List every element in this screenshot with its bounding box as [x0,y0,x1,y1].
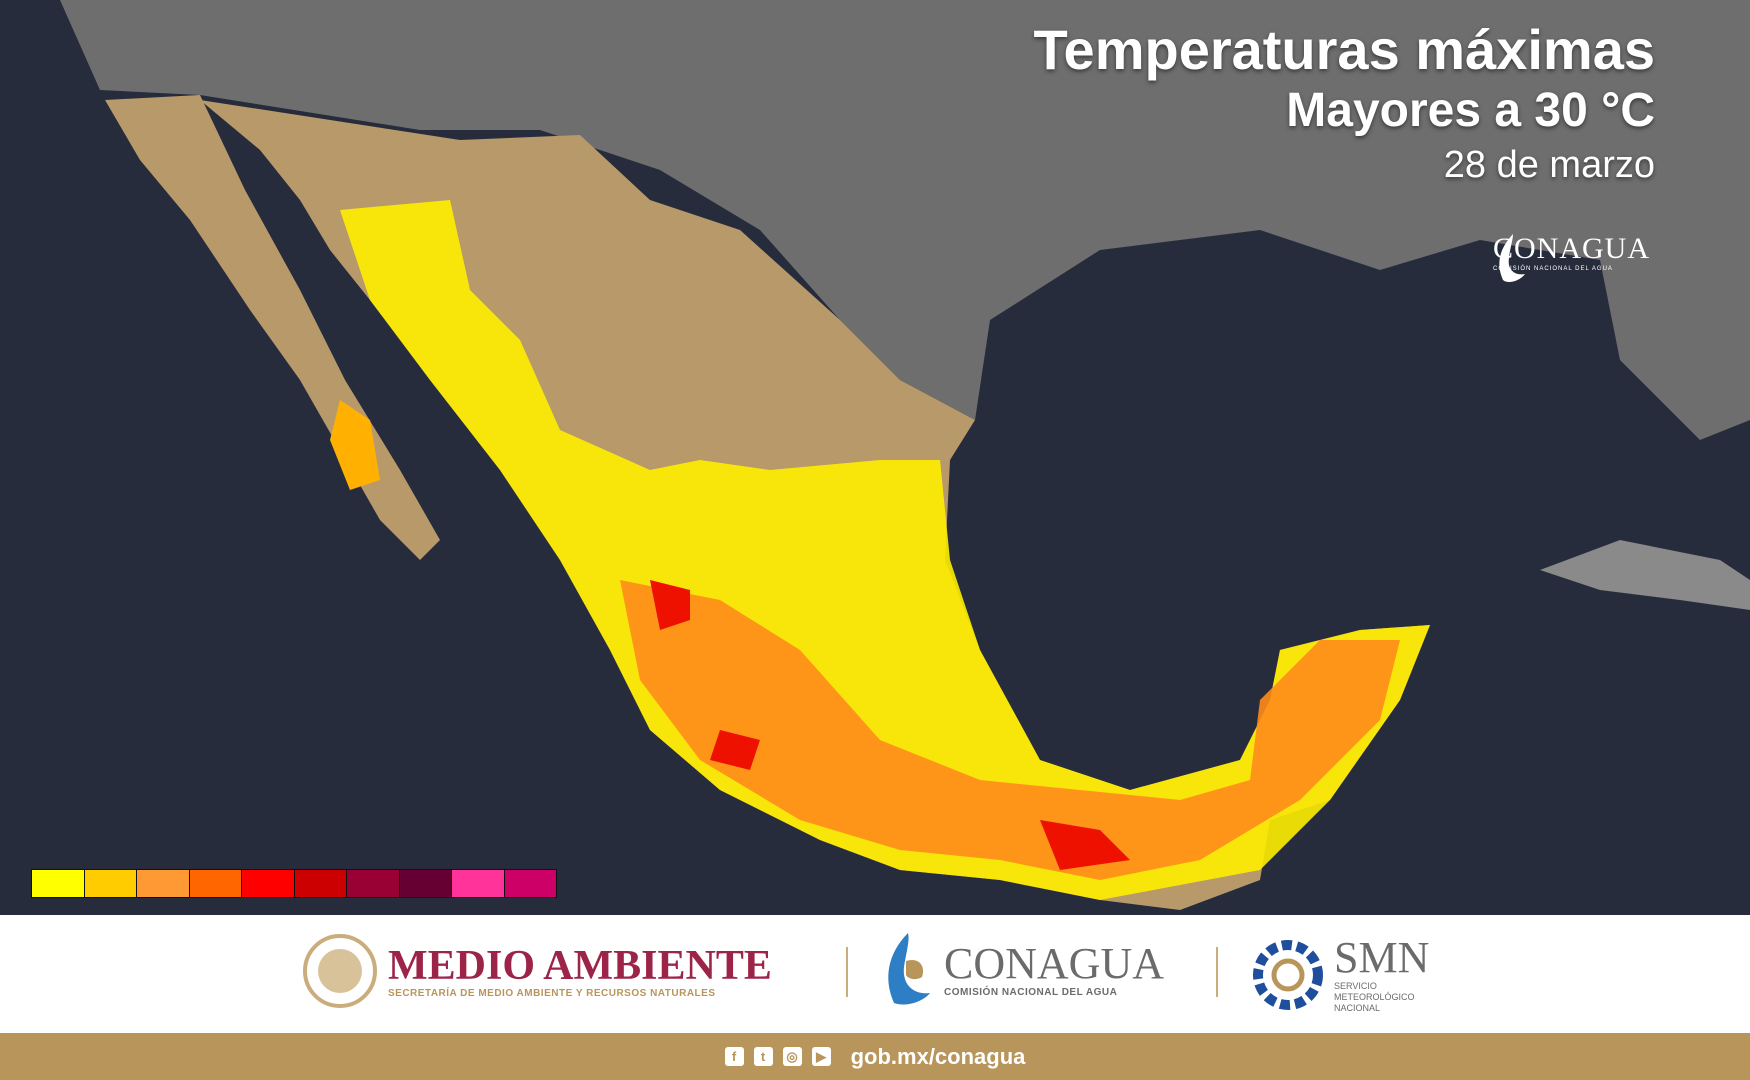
conagua-map-logo-name: CONAGUA [1493,232,1650,265]
footer-logos: MEDIO AMBIENTE SECRETARÍA DE MEDIO AMBIE… [0,915,1750,1033]
legend-swatch-6 [294,870,347,897]
legend-swatch-8 [399,870,452,897]
youtube-icon[interactable]: ▶ [811,1047,831,1066]
divider [1216,947,1218,997]
heat-orange-zone [620,580,1400,880]
legend-swatch-1 [32,870,85,897]
divider [846,947,848,997]
conagua-name: CONAGUA [944,938,1164,988]
footer-bar: f t ◎ ▶ gob.mx/conagua [0,1033,1750,1080]
legend-swatch-5 [242,870,295,897]
legend-swatch-3 [137,870,190,897]
conagua-logo-icon [888,933,930,1005]
map-title: Temperaturas máximas Mayores a 30 °C 28 … [1034,18,1656,190]
legend-swatch-10 [504,870,556,897]
facebook-icon[interactable]: f [724,1047,744,1066]
website-link[interactable]: gob.mx/conagua [850,1043,1026,1069]
conagua-map-logo-subtitle: COMISIÓN NACIONAL DEL AGUA [1493,266,1613,272]
temperature-map: Temperaturas máximas Mayores a 30 °C 28 … [0,0,1750,910]
heat-yellow-zone [340,200,1430,900]
legend-swatch-4 [189,870,242,897]
smn-name: SMN [1334,933,1430,982]
legend-swatch-9 [452,870,505,897]
baja-sur-heat [330,400,380,490]
conagua-logo-icon [1499,234,1525,282]
title-date: 28 de marzo [1443,144,1655,186]
smn-subtitle: SERVICIO METEOROLÓGICO NACIONAL [1334,981,1415,1013]
title-line1: Temperaturas máximas [1033,18,1656,81]
conagua-logo: CONAGUA COMISIÓN NACIONAL DEL AGUA [878,931,1164,1007]
title-line2: Mayores a 30 °C [1286,84,1655,137]
conagua-map-logo: CONAGUA COMISIÓN NACIONAL DEL AGUA [1493,232,1650,282]
smn-logo: SMN SERVICIO METEOROLÓGICO NACIONAL [1250,935,1434,1014]
twitter-icon[interactable]: t [753,1047,773,1066]
cuba-landmass [1540,540,1750,610]
mexico-seal-icon [303,934,377,1008]
conagua-subtitle: COMISIÓN NACIONAL DEL AGUA [944,986,1118,998]
heat-red-zone [650,580,1130,870]
smn-logo-icon [1253,939,1323,1010]
legend-swatch-2 [84,870,137,897]
medio-ambiente-subtitle: SECRETARÍA DE MEDIO AMBIENTE Y RECURSOS … [388,987,716,999]
medio-ambiente-logo: MEDIO AMBIENTE SECRETARÍA DE MEDIO AMBIE… [302,933,772,1009]
medio-ambiente-name: MEDIO AMBIENTE [388,942,772,989]
usa-landmass [0,0,1750,440]
map-graphic [0,0,1750,910]
legend-swatch-7 [347,870,400,897]
instagram-icon[interactable]: ◎ [782,1047,802,1066]
temperature-legend [31,869,557,898]
